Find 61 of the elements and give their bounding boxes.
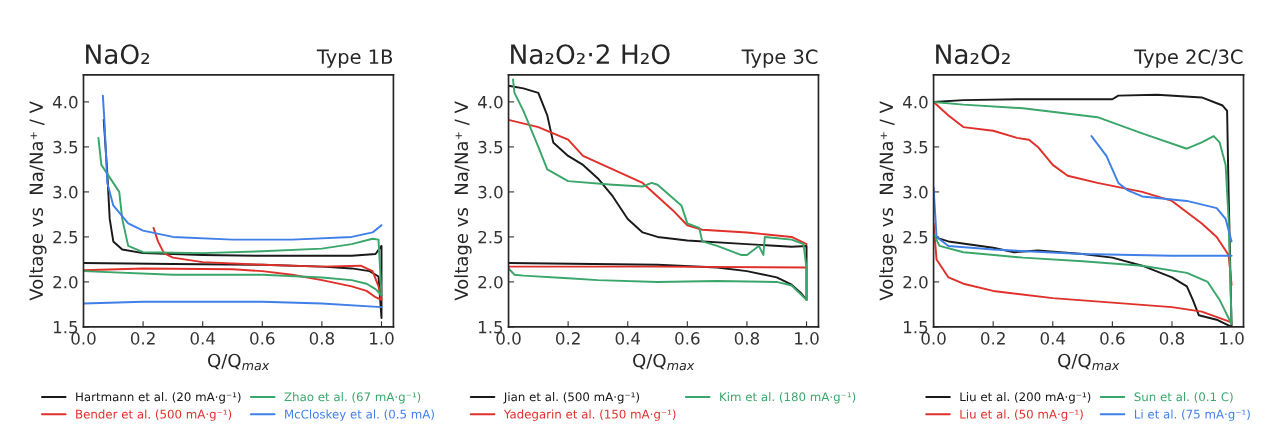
x-tick-label: 0.2 [130, 332, 155, 345]
y-tick-label: 3.5 [53, 140, 78, 154]
x-axis-title: Q/Q$_{max}$ [208, 353, 270, 371]
x-axis-title: Q/Q$_{max}$ [1058, 353, 1120, 371]
x-tick-label: 0.0 [921, 332, 946, 345]
x-tick-label: 0.8 [734, 332, 760, 345]
x-tick-label: 0.4 [190, 332, 216, 345]
x-tick-label: 0.6 [1100, 332, 1125, 345]
x-tick-label: 0.0 [496, 332, 521, 345]
chart-subtitle: Type 1B [316, 49, 393, 68]
y-tick-label: 3.0 [53, 185, 78, 199]
y-tick-label: 1.5 [478, 321, 503, 334]
chart-title: Na₂O₂·2 H₂O [511, 44, 670, 65]
legend-label: Kim et al. (180 mA·g⁻¹) [720, 392, 856, 404]
x-tick-label: 0.4 [615, 332, 641, 345]
y-tick-label: 1.5 [53, 321, 78, 334]
y-tick-label: 1.5 [904, 321, 928, 334]
y-tick-label: 3.0 [903, 185, 928, 199]
chart-title: Na₂O₂ [936, 44, 1010, 65]
y-axis-title: Voltage vs Na/Na⁺ / V [454, 101, 472, 301]
y-tick-label: 3.5 [478, 140, 503, 154]
x-tick-label: 0.6 [675, 332, 700, 345]
y-tick-label: 2.5 [53, 230, 78, 244]
x-tick-label: 1.0 [1220, 332, 1244, 345]
legend-label: Jian et al. (500 mA·g⁻¹) [503, 392, 640, 404]
y-tick-label: 3.5 [903, 140, 928, 154]
line-series [83, 136, 383, 297]
x-tick-label: 0.2 [981, 332, 1005, 345]
x-tick-label: 0.0 [71, 332, 96, 345]
y-tick-label: 4.0 [477, 95, 503, 109]
y-tick-label: 2.5 [903, 230, 928, 244]
x-tick-label: 0.8 [1159, 332, 1185, 345]
legend-label: Li et al. (75 mA·g⁻¹) [1134, 409, 1250, 421]
y-tick-label: 4.0 [52, 95, 78, 109]
x-tick-label: 1.0 [370, 332, 394, 345]
y-axis-title: Voltage vs Na/Na⁺ / V [29, 101, 47, 301]
x-tick-label: 0.6 [250, 332, 275, 345]
x-tick-label: 0.8 [309, 332, 335, 345]
y-axis-title: Voltage vs Na/Na⁺ / V [879, 101, 897, 301]
legend-label: Hartmann et al. (20 mA·g⁻¹) [76, 392, 241, 404]
legend-label: Zhao et al. (67 mA·g⁻¹) [284, 392, 421, 404]
chart-subtitle: Type 2C/3C [1134, 49, 1243, 68]
legend-label: Liu et al. (50 mA·g⁻¹) [960, 409, 1083, 421]
x-tick-label: 0.4 [1040, 332, 1066, 345]
x-tick-label: 0.2 [555, 332, 580, 345]
y-tick-label: 2.0 [53, 275, 78, 289]
chart-subtitle: Type 3C [741, 49, 818, 68]
y-tick-label: 4.0 [903, 95, 928, 109]
x-tick-label: 1.0 [795, 332, 819, 345]
y-tick-label: 2.0 [903, 275, 928, 289]
legend-label: Liu et al. (200 mA·g⁻¹) [960, 392, 1091, 404]
x-axis-title: Q/Q$_{max}$ [633, 353, 695, 371]
y-tick-label: 3.0 [478, 185, 503, 199]
legend-label: McCloskey et al. (0.5 mA) [285, 409, 434, 421]
legend-label: Yadegarin et al. (150 mA·g⁻¹) [503, 409, 676, 421]
chart-title: NaO₂ [86, 44, 150, 65]
legend-label: Sun et al. (0.1 C) [1134, 392, 1233, 403]
legend-label: Bender et al. (500 mA·g⁻¹) [76, 409, 232, 421]
y-tick-label: 2.5 [478, 230, 503, 244]
y-tick-label: 2.0 [478, 275, 503, 289]
line-series [83, 226, 383, 301]
